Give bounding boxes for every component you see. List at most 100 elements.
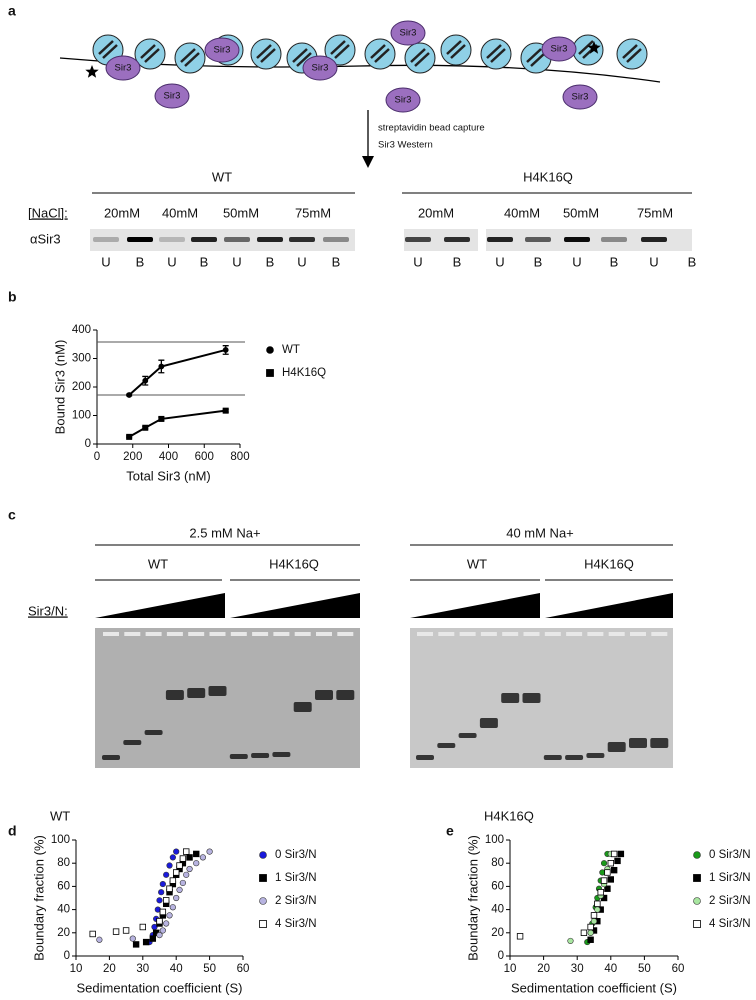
gel-band — [479, 718, 498, 728]
data-point — [600, 860, 608, 867]
gel-well — [651, 632, 668, 636]
y-tick-label: 20 — [491, 927, 504, 939]
panel-label: e — [446, 823, 454, 839]
condition-title: 40 mM Na+ — [506, 525, 574, 540]
western-blot — [90, 229, 355, 251]
lane-label: B — [610, 254, 619, 269]
data-point — [139, 923, 146, 931]
gel-well — [480, 632, 497, 636]
sir3-label: Sir3 — [400, 28, 417, 39]
gel-well — [337, 632, 354, 636]
gel-well — [523, 632, 540, 636]
data-point — [607, 860, 614, 867]
legend-marker — [266, 369, 274, 377]
y-tick-label: 100 — [51, 834, 70, 846]
western-band — [487, 237, 513, 242]
gel-band — [522, 693, 541, 703]
legend-marker — [259, 874, 267, 882]
data-point — [156, 932, 163, 939]
sir3-protein — [204, 37, 240, 63]
data-point — [590, 918, 598, 925]
group-title: WT — [212, 169, 232, 184]
y-tick-label: 0 — [498, 950, 504, 962]
legend-marker — [693, 920, 701, 928]
nucleosome-wrap — [292, 48, 312, 67]
lane-label: U — [167, 254, 176, 269]
data-point — [159, 880, 166, 888]
gel-band — [208, 686, 227, 696]
nucleosome-wrap — [140, 44, 160, 63]
x-tick-label: 60 — [672, 963, 685, 975]
lane-label: B — [453, 254, 462, 269]
nucleosome — [174, 42, 206, 74]
data-point — [126, 433, 133, 440]
nucleosome-wrap — [446, 40, 466, 59]
data-point — [594, 900, 601, 907]
data-point — [166, 862, 173, 869]
western-band — [525, 237, 551, 242]
arrow-head — [362, 156, 374, 168]
gel-well — [566, 632, 583, 636]
group-title: WT — [148, 556, 168, 571]
group-title: H4K16Q — [584, 556, 634, 571]
data-point — [610, 866, 618, 874]
data-point — [179, 879, 186, 887]
legend-marker — [693, 897, 701, 905]
gel-well — [417, 632, 433, 636]
gel-band — [336, 690, 355, 700]
chart-title: H4K16Q — [484, 808, 534, 823]
lane-label: U — [572, 254, 581, 269]
data-point — [142, 424, 149, 431]
titration-wedge — [95, 593, 673, 618]
nucleosome — [572, 34, 604, 66]
data-point — [199, 854, 207, 861]
y-tick-label: 300 — [72, 353, 91, 365]
data-point — [142, 938, 150, 946]
legend-label: 1 Sir3/N — [275, 872, 317, 884]
western-band — [641, 237, 667, 242]
data-point — [610, 850, 618, 858]
y-tick-label: 40 — [57, 904, 70, 916]
nucleosome-wrap — [410, 48, 430, 67]
lane-label: B — [200, 254, 209, 269]
legend-label: H4K16Q — [282, 367, 326, 379]
condition-title: 2.5 mM Na+ — [189, 525, 260, 540]
titration-label: Sir3/N: — [28, 603, 68, 618]
lane-label: U — [649, 254, 658, 269]
gel-band — [187, 688, 206, 698]
sir3-label: Sir3 — [395, 95, 412, 106]
data-point — [158, 363, 165, 370]
data-point — [222, 347, 229, 353]
chart-title: WT — [50, 808, 70, 823]
lane-label: U — [297, 254, 306, 269]
salt-concentration: 20mM — [418, 205, 454, 220]
data-point — [149, 935, 157, 942]
gel-band — [272, 752, 291, 757]
x-axis-label: Sedimentation coefficient (S) — [511, 980, 677, 995]
salt-label: [NaCl]: — [28, 205, 68, 220]
sir3-label: Sir3 — [572, 92, 589, 103]
legend-label: 2 Sir3/N — [275, 895, 317, 907]
x-axis-label: Total Sir3 (nM) — [126, 468, 211, 483]
gel-band — [629, 738, 647, 748]
y-tick-label: 200 — [72, 381, 91, 393]
sir3-protein — [562, 84, 598, 110]
data-point — [597, 889, 604, 896]
gel-well — [103, 632, 119, 636]
gel-well — [316, 632, 332, 636]
sir3-protein — [105, 55, 141, 81]
legend-label: 1 Sir3/N — [709, 872, 751, 884]
legend-label: 4 Sir3/N — [275, 918, 317, 930]
gel-band — [458, 733, 477, 738]
gel-band — [586, 753, 605, 758]
panel-label: c — [8, 507, 16, 523]
data-point — [129, 935, 136, 942]
y-tick-label: 20 — [57, 927, 70, 939]
nucleosome-wrap — [526, 48, 546, 67]
gel-band — [315, 690, 333, 700]
gel-well — [438, 632, 455, 636]
nucleosome — [440, 34, 472, 66]
x-tick-label: 60 — [237, 963, 250, 975]
group-title: H4K16Q — [269, 556, 319, 571]
